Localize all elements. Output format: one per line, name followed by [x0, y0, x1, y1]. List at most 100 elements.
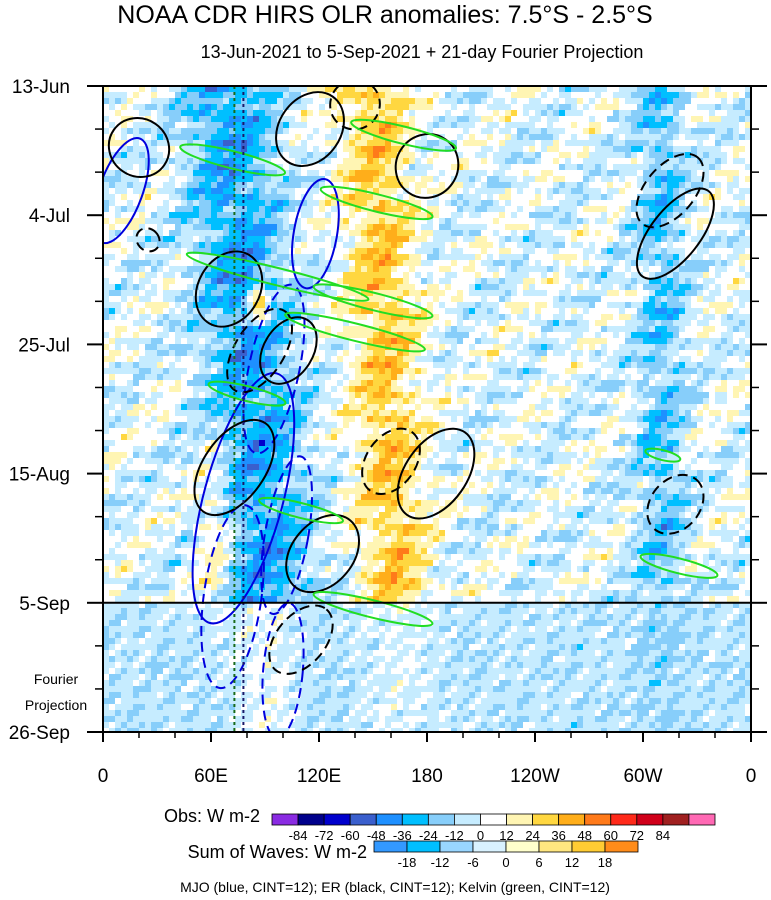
anomaly-cell — [169, 254, 176, 261]
anomaly-cell — [385, 308, 392, 315]
anomaly-cell — [229, 224, 236, 231]
anomaly-cell — [283, 290, 290, 297]
anomaly-cell — [715, 284, 722, 291]
anomaly-cell — [349, 140, 356, 147]
anomaly-cell — [457, 350, 464, 357]
anomaly-cell — [721, 230, 728, 237]
anomaly-cell — [103, 194, 110, 201]
anomaly-cell — [433, 104, 440, 111]
anomaly-cell — [487, 302, 494, 309]
anomaly-cell — [439, 116, 446, 123]
anomaly-cell — [157, 98, 164, 105]
anomaly-cell — [169, 158, 176, 165]
anomaly-cell — [415, 302, 422, 309]
anomaly-cell — [745, 254, 751, 261]
anomaly-cell — [541, 224, 548, 231]
anomaly-cell — [619, 140, 626, 147]
anomaly-cell — [223, 110, 230, 117]
anomaly-cell — [445, 98, 452, 105]
anomaly-cell — [271, 344, 278, 351]
anomaly-cell — [721, 224, 728, 231]
anomaly-cell — [745, 182, 751, 189]
anomaly-cell — [193, 242, 200, 249]
anomaly-cell — [595, 356, 602, 363]
anomaly-cell — [133, 116, 140, 123]
anomaly-cell — [247, 362, 254, 369]
anomaly-cell — [517, 302, 524, 309]
anomaly-cell — [277, 272, 284, 279]
anomaly-cell — [505, 86, 512, 93]
anomaly-cell — [607, 230, 614, 237]
anomaly-cell — [379, 290, 386, 297]
anomaly-cell — [439, 98, 446, 105]
anomaly-cell — [463, 146, 470, 153]
anomaly-cell — [625, 308, 632, 315]
anomaly-cell — [199, 134, 206, 141]
anomaly-cell — [547, 188, 554, 195]
anomaly-cell — [139, 98, 146, 105]
anomaly-cell — [133, 188, 140, 195]
anomaly-cell — [595, 230, 602, 237]
anomaly-cell — [265, 296, 272, 303]
anomaly-cell — [679, 104, 686, 111]
anomaly-cell — [343, 326, 350, 333]
anomaly-cell — [739, 296, 746, 303]
anomaly-cell — [163, 176, 170, 183]
anomaly-cell — [661, 266, 668, 273]
anomaly-cell — [241, 182, 248, 189]
anomaly-cell — [511, 194, 518, 201]
anomaly-cell — [151, 224, 158, 231]
anomaly-cell — [379, 98, 386, 105]
anomaly-cell — [187, 296, 194, 303]
anomaly-cell — [511, 332, 518, 339]
anomaly-cell — [697, 278, 704, 285]
anomaly-cell — [703, 182, 710, 189]
anomaly-cell — [445, 128, 452, 135]
anomaly-cell — [145, 206, 152, 213]
anomaly-cell — [217, 308, 224, 315]
anomaly-cell — [709, 158, 716, 165]
anomaly-cell — [595, 338, 602, 345]
anomaly-cell — [271, 194, 278, 201]
anomaly-cell — [517, 188, 524, 195]
anomaly-cell — [367, 116, 374, 123]
anomaly-cell — [517, 332, 524, 339]
anomaly-cell — [649, 188, 656, 195]
anomaly-cell — [607, 308, 614, 315]
anomaly-cell — [619, 188, 626, 195]
anomaly-cell — [151, 230, 158, 237]
anomaly-cell — [559, 338, 566, 345]
anomaly-cell — [373, 170, 380, 177]
anomaly-cell — [535, 188, 542, 195]
anomaly-cell — [433, 164, 440, 171]
anomaly-cell — [109, 302, 116, 309]
anomaly-cell — [439, 218, 446, 225]
anomaly-cell — [151, 308, 158, 315]
anomaly-cell — [709, 122, 716, 129]
anomaly-cell — [409, 116, 416, 123]
anomaly-cell — [685, 146, 692, 153]
anomaly-cell — [175, 254, 182, 261]
anomaly-cell — [637, 248, 644, 255]
anomaly-cell — [589, 86, 596, 93]
anomaly-cell — [703, 206, 710, 213]
anomaly-cell — [235, 296, 242, 303]
anomaly-cell — [319, 260, 326, 267]
anomaly-cell — [463, 188, 470, 195]
anomaly-cell — [553, 182, 560, 189]
anomaly-cell — [313, 266, 320, 273]
anomaly-cell — [655, 284, 662, 291]
anomaly-cell — [289, 200, 296, 207]
anomaly-cell — [679, 350, 686, 357]
anomaly-cell — [157, 110, 164, 117]
anomaly-cell — [481, 128, 488, 135]
anomaly-cell — [631, 260, 638, 267]
anomaly-cell — [409, 122, 416, 129]
anomaly-cell — [235, 176, 242, 183]
anomaly-cell — [661, 320, 668, 327]
anomaly-cell — [373, 302, 380, 309]
anomaly-cell — [235, 182, 242, 189]
anomaly-cell — [259, 362, 266, 369]
anomaly-cell — [451, 290, 458, 297]
anomaly-cell — [115, 254, 122, 261]
